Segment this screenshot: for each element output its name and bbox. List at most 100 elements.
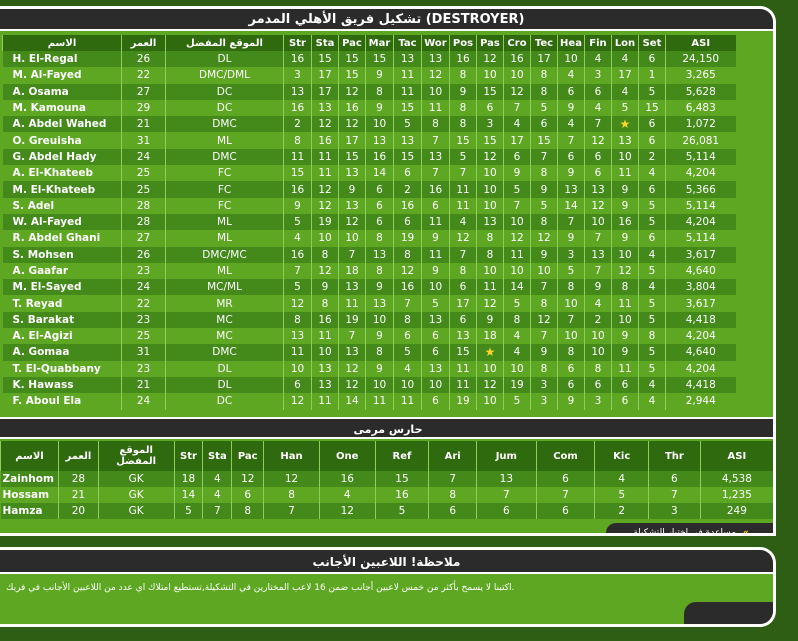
stat-cell: 10 xyxy=(311,344,339,361)
stat-cell: 10 xyxy=(584,344,612,361)
stat-cell: 3,617 xyxy=(665,295,736,312)
stat-cell: 11 xyxy=(449,376,477,394)
stat-cell: 7 xyxy=(530,279,558,296)
stat-cell: 21 xyxy=(121,116,166,133)
stat-cell: MR xyxy=(165,295,284,312)
stat-cell: 9 xyxy=(476,311,504,329)
stat-cell: 6 xyxy=(648,471,701,487)
stat-cell: 6 xyxy=(476,99,504,117)
stat-cell: 13 xyxy=(365,132,394,149)
stat-cell: 28 xyxy=(121,213,166,231)
player-name: F. Aboul Ela xyxy=(2,393,122,410)
stat-cell: 11 xyxy=(449,360,477,377)
stat-cell: 4,204 xyxy=(665,328,736,345)
stat-cell: 13 xyxy=(338,165,366,182)
stat-cell: 9 xyxy=(530,344,558,361)
stat-cell: 13 xyxy=(476,213,504,231)
stat-cell: 5 xyxy=(638,197,666,214)
col-header: Tec xyxy=(530,35,558,51)
star-icon: ★ xyxy=(484,345,496,360)
col-header: Han xyxy=(263,441,320,471)
stat-cell: 6 xyxy=(584,148,612,166)
stat-cell: 31 xyxy=(121,132,166,149)
player-name: W. Al-Fayed xyxy=(2,213,122,231)
stat-cell: 10 xyxy=(557,328,585,345)
stat-cell: 13 xyxy=(421,311,450,329)
stat-cell: 4 xyxy=(503,116,531,133)
stat-cell: 11 xyxy=(476,279,504,296)
col-header: Mar xyxy=(365,35,394,51)
stat-cell: 12 xyxy=(311,116,339,133)
player-row: M. El-Khateeb 25 FC 16 12 9 6 2 16 11 10 5 9 13 13 9 6 5,… xyxy=(2,181,736,198)
stat-cell: 13 xyxy=(393,51,422,68)
stat-cell: 15 xyxy=(476,132,504,149)
col-header: ASI xyxy=(665,35,736,51)
stat-cell: 12 xyxy=(338,213,366,231)
stat-cell: 6 xyxy=(365,181,394,198)
col-header: Sta xyxy=(311,35,339,51)
stat-cell: 7 xyxy=(503,197,531,214)
player-row: G. Abdel Hady 24 DMC 11 11 15 16 15 13 5 12 6 7 6 6 10 2… xyxy=(2,148,736,166)
stat-cell: 16 xyxy=(393,197,422,214)
stat-cell: 18 xyxy=(173,471,203,487)
stat-cell: 8 xyxy=(557,344,585,361)
stat-cell: 6 xyxy=(535,471,595,487)
stat-cell: 9 xyxy=(611,197,639,214)
stat-cell: 10 xyxy=(530,262,558,280)
stat-cell: 5,366 xyxy=(665,181,736,198)
stat-cell: 10 xyxy=(338,230,366,247)
stat-cell: 16 xyxy=(503,51,531,68)
stat-cell: 21 xyxy=(121,376,166,394)
lineup-help-link[interactable]: مساعدة في اختيار التشكيلة « xyxy=(606,523,773,533)
stat-cell: 9 xyxy=(557,393,585,410)
stat-cell: 13 xyxy=(311,376,339,394)
stat-cell: 6 xyxy=(638,132,666,149)
stat-cell: 6 xyxy=(449,311,477,329)
stat-cell: 4 xyxy=(557,67,585,84)
stat-cell: 3 xyxy=(557,246,585,263)
stat-cell: 8 xyxy=(530,360,558,377)
stat-cell: 13 xyxy=(421,360,450,377)
stat-cell: 7 xyxy=(428,471,477,487)
player-name: A. El-Agizi xyxy=(2,328,122,345)
stat-cell: 4,418 xyxy=(665,311,736,329)
stat-cell: 12 xyxy=(421,67,450,84)
stat-cell: 9 xyxy=(365,360,394,377)
player-row: A. Gaafar 23 ML 7 12 18 8 12 9 8 10 10 10 5 7 12 5 4,640 xyxy=(2,262,736,280)
player-row: S. Mohsen 26 DMC/MC 16 8 7 13 8 11 7 8 11 9 3 13 10 4 3,6… xyxy=(2,246,736,263)
player-name: A. El-Khateeb xyxy=(2,165,122,182)
stat-cell: 5 xyxy=(530,197,558,214)
stat-cell: 8 xyxy=(283,311,312,329)
col-header: Pas xyxy=(476,35,504,51)
stat-cell: 8 xyxy=(365,83,394,100)
stat-cell: 5 xyxy=(530,99,558,117)
col-header: Lon xyxy=(611,35,639,51)
stat-cell: 9 xyxy=(421,230,450,247)
stat-cell: 7 xyxy=(530,148,558,166)
stat-cell: 5,628 xyxy=(665,83,736,100)
note-panel: ملاحظة! اللاعبين الأجانب اكتبنا لا يسمح … xyxy=(0,547,776,627)
stat-cell: 4 xyxy=(638,246,666,263)
stat-cell: 5 xyxy=(374,503,429,519)
stat-cell: 16 xyxy=(393,279,422,296)
stat-cell: 5 xyxy=(173,503,203,519)
player-row: A. Gomaa 31 DMC 11 10 13 8 5 6 15 ★ 4 9 8 10 9 5 4,640 xyxy=(2,344,736,361)
goalkeeper-row: Zainhom 28 GK 18 4 12 12 16 15 7 13 6 4 6 4,538 xyxy=(0,471,773,487)
stat-cell: 23 xyxy=(121,360,166,377)
stat-cell: DMC/MC xyxy=(165,246,284,263)
stat-cell: 11 xyxy=(365,393,394,410)
stat-cell: 5 xyxy=(393,344,422,361)
stat-cell: 5 xyxy=(283,213,312,231)
stat-cell: 7 xyxy=(421,165,450,182)
stat-cell: 5,114 xyxy=(665,148,736,166)
squad-panel: تشكيل فريق الأهلي المدمر (DESTROYER) الا… xyxy=(0,6,776,536)
stat-cell: 6 xyxy=(638,116,666,133)
stat-cell: 7 xyxy=(584,262,612,280)
col-header: Fin xyxy=(584,35,612,51)
player-name: S. Barakat xyxy=(2,311,122,329)
stat-cell: 9 xyxy=(311,279,339,296)
player-name: A. Abdel Wahed xyxy=(2,116,122,133)
stat-cell: 8 xyxy=(476,246,504,263)
stat-cell: 9 xyxy=(557,230,585,247)
stat-cell: ★ xyxy=(611,116,639,133)
